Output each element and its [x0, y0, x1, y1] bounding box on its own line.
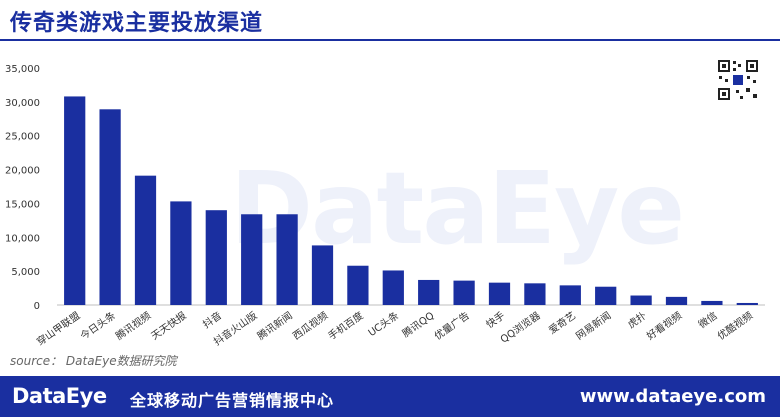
bar-2 [134, 175, 157, 305]
x-tick-label: 腾讯QQ [400, 309, 437, 340]
bar-3 [170, 201, 192, 305]
x-tick-label: 好看视频 [644, 309, 684, 343]
x-tick-label: 快手 [483, 309, 507, 331]
footer-bar: DataEye 全球移动广告营销情报中心 www.dataeye.com [0, 376, 780, 417]
bar-12 [488, 282, 511, 305]
bar-7 [311, 245, 334, 305]
y-tick-label: 0 [34, 301, 40, 312]
x-tick-label: 抖音 [200, 309, 224, 331]
bar-1 [99, 109, 121, 305]
bar-17 [665, 296, 688, 305]
y-tick-label: 10,000 [5, 233, 40, 244]
x-tick-label: 优酷视频 [715, 309, 755, 343]
footer-slogan: 全球移动广告营销情报中心 [130, 391, 335, 410]
y-tick-label: 35,000 [5, 64, 40, 75]
bar-15 [595, 286, 617, 305]
bar-9 [382, 270, 404, 305]
x-tick-label: 网易新闻 [573, 309, 613, 343]
y-tick-label: 25,000 [5, 132, 40, 143]
page-title: 传奇类游戏主要投放渠道 [10, 11, 264, 36]
qr-code-icon [716, 58, 760, 102]
x-tick-label: 爱奇艺 [546, 309, 578, 337]
bar-13 [524, 283, 546, 305]
x-tick-label: UC头条 [365, 309, 401, 339]
bar-chart: 0 5,000 10,000 15,000 20,000 25,000 30,000 35,0… [5, 64, 765, 348]
bar-0 [64, 96, 86, 305]
footer-url[interactable]: www.dataeye.com [579, 386, 766, 407]
title-bar: 传奇类游戏主要投放渠道 [0, 0, 780, 41]
x-tick-label: 优量广告 [432, 309, 472, 343]
x-tick-label: 穿山甲联盟 [34, 309, 82, 348]
bar-10 [418, 279, 440, 305]
y-tick-label: 30,000 [5, 98, 40, 109]
bar-19 [736, 302, 758, 305]
source-note: source： DataEye数据研究院 [10, 354, 177, 368]
bar-16 [630, 295, 652, 305]
title-divider [0, 39, 780, 41]
x-tick-label: 腾讯新闻 [255, 309, 295, 343]
x-tick-label: 虎扑 [625, 309, 649, 331]
bar-14 [559, 285, 581, 305]
x-tick-label: 手机百度 [325, 309, 365, 343]
watermark-logo: DataEye [230, 150, 685, 267]
x-tick-label: 微信 [696, 309, 720, 331]
bar-18 [701, 300, 723, 305]
bar-11 [453, 280, 475, 305]
bar-8 [347, 265, 369, 305]
bar-6 [276, 214, 298, 305]
footer-logo: DataEye [12, 384, 107, 408]
x-tick-label: 西瓜视频 [290, 309, 330, 343]
x-tick-label: QQ浏览器 [498, 309, 543, 346]
bar-5 [241, 214, 263, 305]
x-tick-label: 今日头条 [78, 309, 118, 343]
bar-4 [205, 210, 227, 305]
x-tick-label: 天天快报 [148, 309, 188, 343]
y-tick-label: 20,000 [5, 166, 40, 177]
y-tick-label: 5,000 [11, 267, 40, 278]
x-tick-label: 腾讯视频 [113, 309, 153, 343]
y-tick-label: 15,000 [5, 199, 40, 210]
